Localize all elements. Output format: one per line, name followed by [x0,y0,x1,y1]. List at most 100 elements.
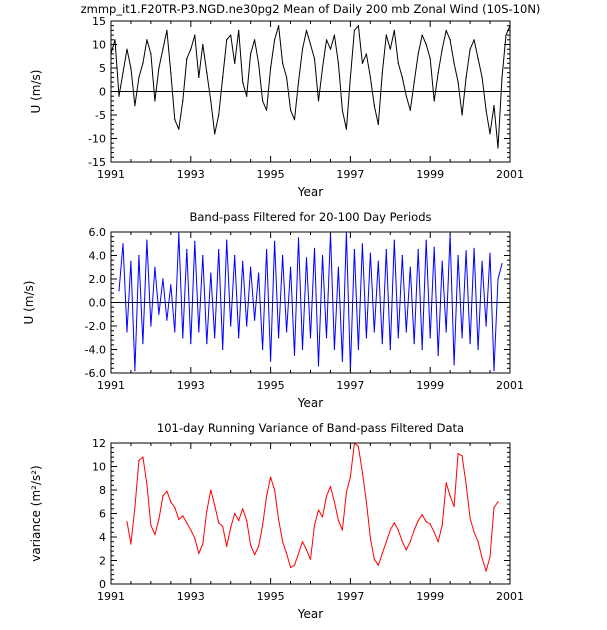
data-point [206,343,208,345]
data-point [278,25,280,27]
data-point [385,249,387,251]
data-point [449,39,451,41]
data-point [198,552,200,555]
data-point [258,62,260,64]
y-tick-label: 5 [99,62,106,75]
data-point [230,325,232,327]
data-point [445,331,447,333]
data-point [365,501,367,503]
data-point [485,325,487,327]
data-point [214,337,216,339]
data-point [190,343,192,345]
data-point [206,510,208,512]
data-point [190,48,192,50]
data-point [122,72,124,74]
data-point [158,518,160,521]
data-point [214,133,216,135]
data-point [162,48,164,50]
data-point [493,105,495,107]
data-point [178,232,180,234]
data-point [134,370,136,372]
y-tick-label: 6.0 [89,226,107,239]
data-point [278,518,280,521]
data-point [449,495,451,497]
data-point [333,34,335,36]
data-point [162,495,164,497]
data-point [457,81,459,83]
data-point [417,53,419,55]
data-point [258,545,260,548]
data-point [397,62,399,64]
data-point [377,564,379,566]
data-point [365,53,367,55]
data-point [405,549,407,551]
data-point [250,266,252,268]
data-point [481,557,483,559]
data-point [397,529,399,531]
x-tick-label: 1993 [177,379,205,392]
data-point [369,537,371,539]
data-point [218,249,220,251]
data-point [142,62,144,64]
data-point [489,133,491,135]
data-point [218,522,220,524]
data-point [385,34,387,36]
data-point [409,266,411,268]
data-point [485,109,487,111]
x-tick-label: 1991 [97,168,125,181]
data-point [493,507,495,509]
data-point [210,489,212,491]
chart-panel-1: zmmp_it1.F20TR-P3.NGD.ne30pg2 Mean of Da… [29,2,540,199]
data-point [138,460,140,462]
data-point [357,348,359,351]
data-point [349,76,351,78]
chart-title: Band-pass Filtered for 20-100 Day Period… [190,210,432,224]
data-point [381,343,383,345]
data-point [393,522,395,524]
data-point [130,67,132,69]
data-point [469,343,471,345]
y-tick-label: -5 [95,109,106,122]
data-point [186,249,188,251]
data-point [409,541,411,543]
y-tick-label: 4 [99,531,106,544]
data-point [389,529,391,531]
data-point [321,254,324,257]
data-point [190,529,192,531]
data-point [453,505,455,507]
data-point [210,272,212,274]
data-point [477,348,479,351]
data-point [126,331,128,333]
data-point [166,490,168,492]
data-point [313,524,316,526]
data-point [230,34,232,36]
data-point [270,67,272,69]
data-point [385,541,387,543]
data-point [313,247,316,249]
y-tick-label: 0.0 [89,297,107,310]
data-point [126,48,128,50]
data-point [118,95,120,97]
data-point [489,252,491,254]
data-point [457,254,459,257]
data-point [234,254,236,257]
y-tick-label: 0 [99,578,106,591]
data-point [246,519,248,522]
x-tick-label: 1997 [336,590,364,603]
data-point [345,491,347,493]
y-tick-label: 6 [99,508,106,521]
data-point [246,325,248,327]
data-point [154,534,156,536]
x-tick-label: 1997 [336,168,364,181]
data-point [473,531,475,533]
data-point [297,552,300,555]
data-point [242,508,244,510]
data-point [465,76,467,78]
data-point [293,354,296,356]
data-point [417,519,419,522]
y-tick-label: 10 [92,39,106,52]
data-point [461,455,463,457]
data-point [321,67,324,69]
data-point [501,76,503,78]
